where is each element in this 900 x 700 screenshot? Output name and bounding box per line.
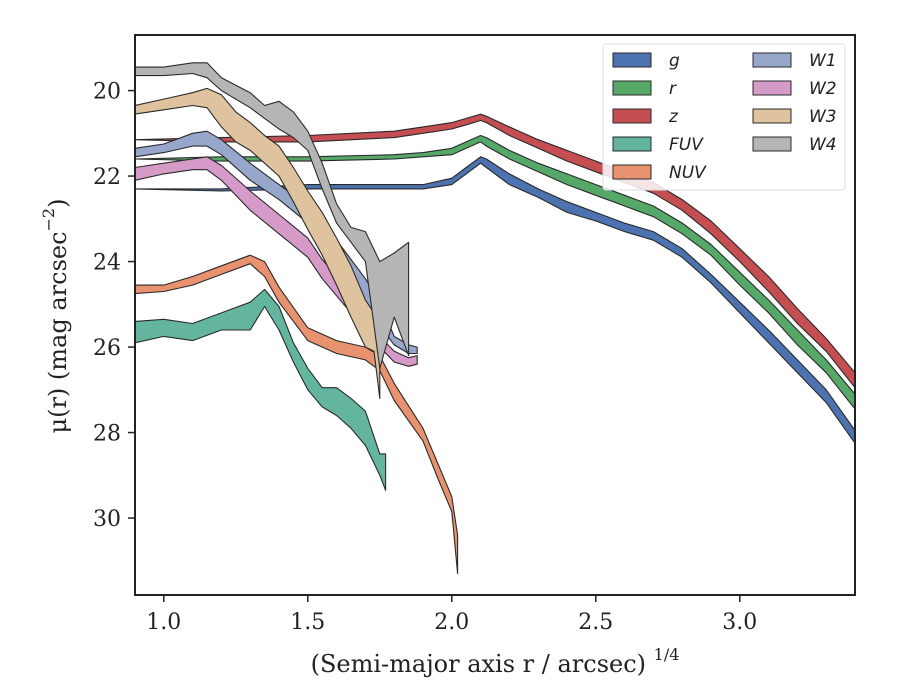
- y-tick-label: 22: [93, 165, 121, 190]
- legend-label-W4: W4: [809, 135, 837, 155]
- legend-swatch-W3: [752, 108, 792, 124]
- legend-swatch-FUV: [612, 136, 652, 152]
- plot-area-frame: [134, 34, 856, 596]
- legend-label-FUV: FUV: [669, 135, 704, 155]
- band-r: [135, 134, 855, 410]
- legend-label-W1: W1: [809, 51, 837, 71]
- legend-swatch-z: [612, 108, 652, 124]
- y-axis-label: μ(r) (mag arcsec−2): [39, 199, 72, 434]
- y-tick-label: 24: [93, 251, 121, 276]
- x-axis-label: (Semi-major axis r / arcsec) 1/4: [311, 645, 680, 678]
- x-tick-label: 2.5: [578, 610, 613, 635]
- series-bands: [135, 62, 855, 575]
- band-g: [135, 156, 855, 444]
- y-tick-label: 20: [93, 80, 121, 105]
- legend-swatch-W1: [752, 52, 792, 68]
- legend-swatch-W4: [752, 136, 792, 152]
- y-tick-label: 26: [93, 336, 121, 361]
- legend-label-W3: W3: [809, 107, 837, 127]
- band-W4: [135, 62, 410, 369]
- legend-label-z: z: [668, 107, 679, 127]
- legend-swatch-NUV: [612, 164, 652, 180]
- legend: grz FUV NUV W1 W2 W3 W4: [602, 43, 846, 191]
- y-tick-label: 30: [93, 507, 121, 532]
- band-W2: [135, 156, 418, 367]
- y-axis-ticks: 20 22 24 26 28 30: [93, 80, 135, 532]
- x-tick-label: 3.0: [722, 610, 757, 635]
- x-tick-label: 1.0: [146, 610, 181, 635]
- band-W3: [135, 87, 381, 399]
- x-tick-label: 2.0: [434, 610, 469, 635]
- y-tick-label: 28: [93, 422, 121, 447]
- legend-label-NUV: NUV: [669, 163, 707, 183]
- x-tick-label: 1.5: [290, 610, 325, 635]
- legend-swatch-W2: [752, 80, 792, 96]
- band-FUV: [135, 288, 387, 491]
- legend-swatch-r: [612, 80, 652, 96]
- legend-label-g: g: [669, 51, 680, 71]
- x-axis-ticks: 1.0 1.5 2.0 2.5 3.0: [146, 595, 757, 635]
- legend-label-r: r: [669, 79, 677, 99]
- legend-label-W2: W2: [809, 79, 837, 99]
- legend-swatch-g: [612, 52, 652, 68]
- band-NUV: [135, 254, 459, 575]
